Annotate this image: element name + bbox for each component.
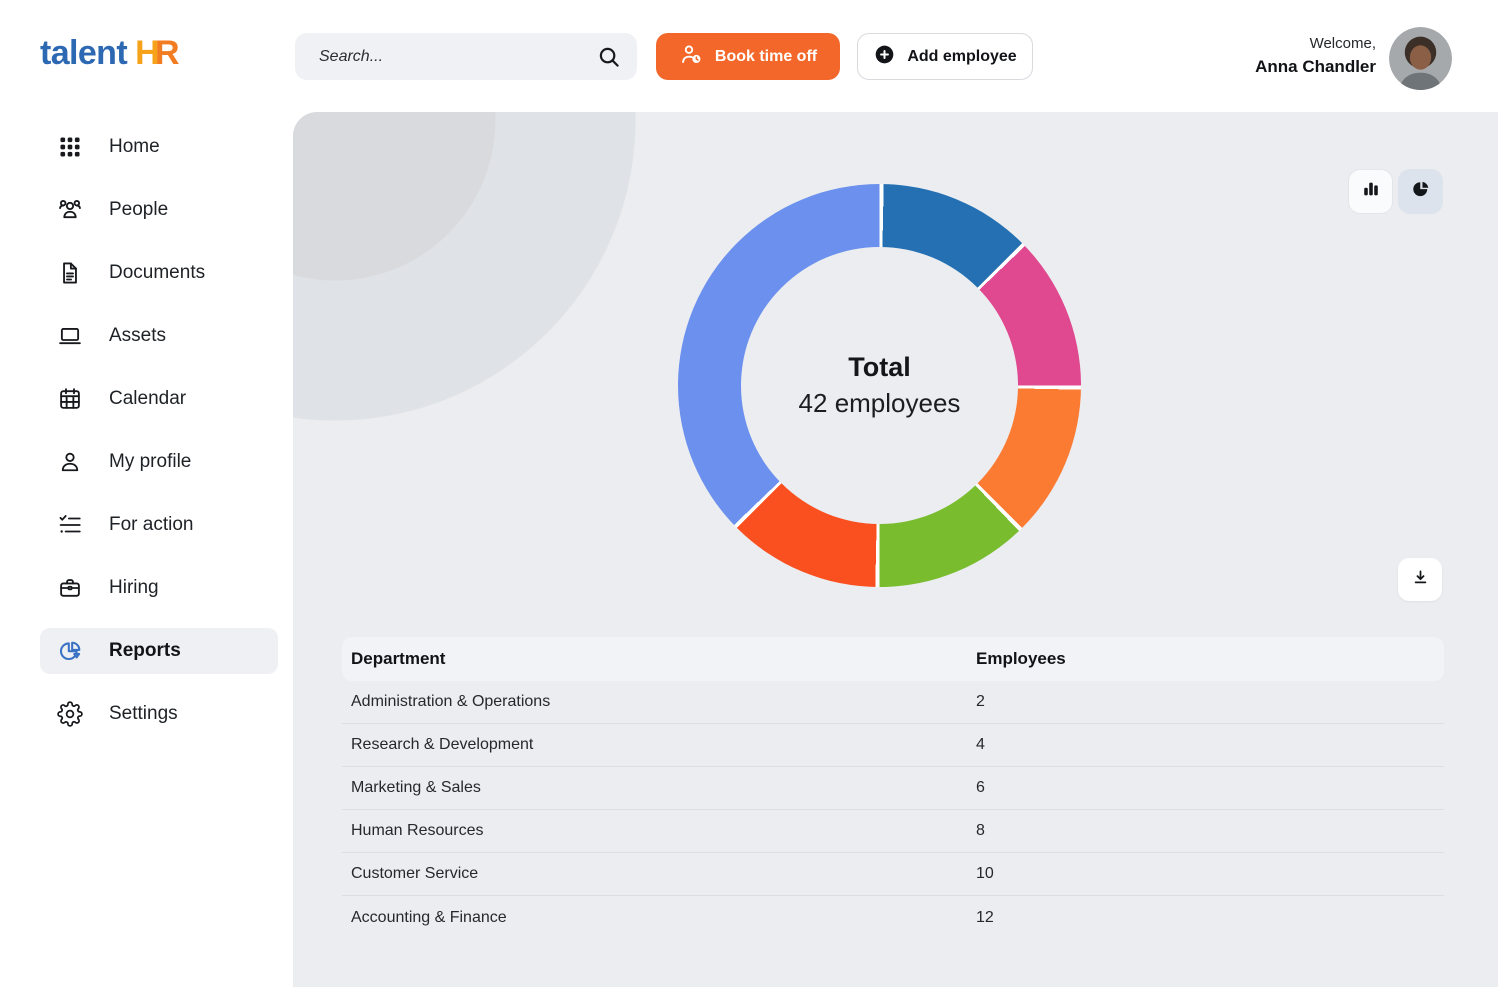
document-icon <box>57 260 83 286</box>
sidebar-item-calendar[interactable]: Calendar <box>40 376 278 422</box>
briefcase-icon <box>57 575 83 601</box>
sidebar-item-label: Calendar <box>109 388 187 409</box>
pie-view-toggle-button[interactable] <box>1398 169 1443 214</box>
table-row: Marketing & Sales 6 <box>342 767 1444 810</box>
employees-cell: 6 <box>976 779 985 796</box>
sidebar-item-label: People <box>109 199 169 220</box>
sidebar-item-label: Settings <box>109 703 178 724</box>
sidebar-item-label: Home <box>109 136 160 157</box>
search-bar[interactable] <box>295 33 637 80</box>
logo-text-h: H <box>135 34 160 72</box>
search-icon[interactable] <box>597 45 621 69</box>
employees-cell: 2 <box>976 693 985 710</box>
add-employee-button[interactable]: Add employee <box>857 33 1033 80</box>
employees-cell: 12 <box>976 908 994 926</box>
table-header-department: Department <box>351 649 446 668</box>
sidebar-item-label: My profile <box>109 451 192 472</box>
person-clock-icon <box>679 42 704 72</box>
app-logo: talent HR <box>40 34 180 73</box>
bar-view-toggle-button[interactable] <box>1348 169 1393 214</box>
pie-chart-icon <box>1410 178 1432 205</box>
sidebar-item-label: Hiring <box>109 577 159 598</box>
sidebar-item-label: For action <box>109 514 194 535</box>
report-panel: Total 42 employees Department Employees … <box>293 112 1498 987</box>
person-icon <box>57 449 83 475</box>
sidebar-item-home[interactable]: Home <box>40 124 278 170</box>
pie-chart-icon <box>57 638 83 664</box>
grid-icon <box>57 134 83 160</box>
plus-circle-icon <box>873 43 896 71</box>
table-row: Administration & Operations 2 <box>342 681 1444 724</box>
welcome-greeting: Welcome, <box>1309 35 1376 52</box>
donut-total-subtitle: 42 employees <box>798 388 961 418</box>
department-cell: Marketing & Sales <box>351 779 481 796</box>
department-cell: Human Resources <box>351 822 484 839</box>
sidebar-item-my-profile[interactable]: My profile <box>40 439 278 485</box>
people-icon <box>57 197 83 223</box>
table-row: Human Resources 8 <box>342 810 1444 853</box>
department-cell: Administration & Operations <box>351 693 551 710</box>
employees-cell: 4 <box>976 736 985 753</box>
sidebar-item-assets[interactable]: Assets <box>40 313 278 359</box>
add-employee-label: Add employee <box>907 47 1017 65</box>
search-input[interactable] <box>317 46 597 67</box>
gear-icon <box>57 701 83 727</box>
employees-cell: 8 <box>976 822 985 839</box>
welcome-user-name: Anna Chandler <box>1255 56 1376 76</box>
employees-cell: 10 <box>976 865 994 882</box>
bar-chart-icon <box>1360 178 1382 205</box>
sidebar-item-label: Documents <box>109 262 206 283</box>
checklist-icon <box>57 512 83 538</box>
department-cell: Research & Development <box>351 736 534 753</box>
sidebar-item-label: Assets <box>109 325 167 346</box>
department-cell: Customer Service <box>351 865 479 882</box>
department-table: Department Employees Administration & Op… <box>342 637 1444 939</box>
table-row: Customer Service 10 <box>342 853 1444 896</box>
donut-center-label: Total 42 employees <box>741 247 1018 524</box>
download-button[interactable] <box>1398 558 1442 601</box>
sidebar-item-reports[interactable]: Reports <box>40 628 278 674</box>
calendar-icon <box>57 386 83 412</box>
book-time-off-label: Book time off <box>714 47 818 65</box>
sidebar-item-documents[interactable]: Documents <box>40 250 278 296</box>
laptop-icon <box>57 323 83 349</box>
sidebar: Home People Documents <box>40 124 278 754</box>
table-header-row: Department Employees <box>342 637 1444 681</box>
sidebar-item-people[interactable]: People <box>40 187 278 233</box>
table-body: Administration & Operations 2 Research &… <box>342 681 1444 939</box>
book-time-off-button[interactable]: Book time off <box>656 33 840 80</box>
logo-text-primary: talent <box>40 34 128 72</box>
department-cell: Accounting & Finance <box>351 908 507 926</box>
sidebar-item-label: Reports <box>109 640 181 661</box>
logo-text-r: R <box>155 34 180 72</box>
sidebar-item-settings[interactable]: Settings <box>40 691 278 737</box>
donut-chart: Total 42 employees <box>678 184 1081 587</box>
donut-total-title: Total <box>848 352 911 382</box>
table-row: Research & Development 4 <box>342 724 1444 767</box>
sidebar-item-hiring[interactable]: Hiring <box>40 565 278 611</box>
sidebar-item-for-action[interactable]: For action <box>40 502 278 548</box>
table-row: Accounting & Finance 12 <box>342 896 1444 939</box>
table-header-employees: Employees <box>976 649 1066 668</box>
welcome-block: Welcome, Anna Chandler <box>1255 33 1376 79</box>
download-icon <box>1410 567 1431 593</box>
user-avatar[interactable] <box>1389 27 1452 90</box>
